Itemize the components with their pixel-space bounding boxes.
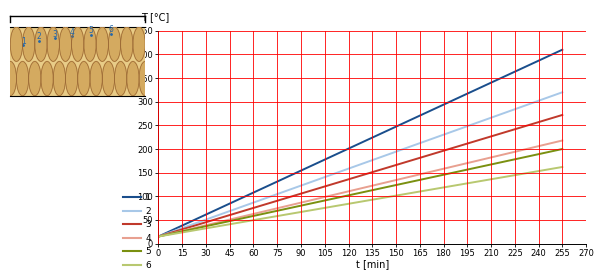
Text: 5: 5 (89, 26, 93, 36)
Ellipse shape (78, 61, 90, 96)
Ellipse shape (53, 61, 65, 96)
Ellipse shape (23, 27, 35, 61)
Ellipse shape (41, 61, 53, 96)
Text: 2: 2 (36, 32, 41, 41)
Ellipse shape (84, 27, 96, 61)
Bar (10, 27, 145, 96)
Ellipse shape (72, 27, 84, 61)
Ellipse shape (115, 61, 127, 96)
Ellipse shape (16, 61, 29, 96)
Ellipse shape (96, 27, 108, 61)
Text: 6: 6 (108, 25, 113, 34)
Ellipse shape (121, 27, 133, 61)
Ellipse shape (127, 61, 139, 96)
Text: T [°C]: T [°C] (141, 12, 170, 22)
Ellipse shape (133, 27, 145, 61)
Ellipse shape (4, 61, 16, 96)
Ellipse shape (29, 61, 41, 96)
Ellipse shape (65, 61, 78, 96)
Ellipse shape (102, 61, 115, 96)
Ellipse shape (139, 61, 151, 96)
Ellipse shape (10, 27, 23, 61)
Ellipse shape (145, 27, 157, 61)
Legend: 1, 2, 3, 4, 5, 6: 1, 2, 3, 4, 5, 6 (123, 193, 151, 270)
Ellipse shape (108, 27, 121, 61)
Ellipse shape (59, 27, 72, 61)
Text: 1: 1 (21, 36, 26, 46)
Text: 4: 4 (69, 28, 74, 37)
Ellipse shape (47, 27, 59, 61)
Ellipse shape (35, 27, 47, 61)
Ellipse shape (90, 61, 102, 96)
X-axis label: t [min]: t [min] (356, 260, 389, 270)
Text: 3: 3 (53, 30, 57, 39)
